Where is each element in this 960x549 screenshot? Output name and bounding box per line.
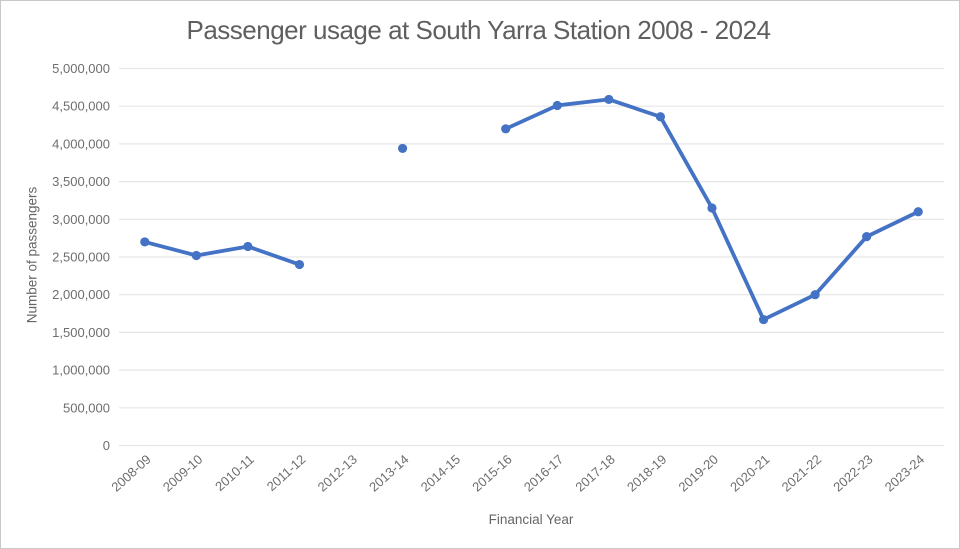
- x-tick-label: 2021-22: [779, 452, 824, 495]
- data-point: [243, 241, 253, 252]
- data-point: [655, 112, 666, 122]
- data-line: [142, 240, 302, 267]
- x-tick-label: 2012-13: [315, 452, 360, 495]
- x-tick-label: 2019-20: [675, 452, 720, 495]
- data-point: [810, 290, 820, 300]
- y-tick-label: 2,000,000: [52, 287, 110, 302]
- y-tick-label: 5,000,000: [52, 61, 110, 76]
- data-point: [294, 259, 305, 270]
- x-tick-label: 2018-19: [624, 452, 669, 495]
- x-tick-label: 2013-14: [366, 452, 411, 495]
- y-tick-label: 4,500,000: [52, 99, 110, 114]
- x-tick-label: 2008-09: [108, 452, 153, 495]
- y-tick-label: 3,500,000: [52, 174, 110, 189]
- y-tick-label: 0: [103, 438, 110, 453]
- x-tick-label: 2020-21: [727, 452, 772, 495]
- data-point: [397, 143, 408, 154]
- y-tick-label: 3,000,000: [52, 212, 110, 227]
- data-point: [604, 94, 614, 105]
- data-point: [913, 207, 923, 217]
- x-axis-title: Financial Year: [488, 512, 574, 527]
- x-tick-label: 2009-10: [160, 452, 205, 495]
- y-tick-label: 1,500,000: [52, 325, 110, 340]
- data-point: [191, 250, 201, 261]
- x-tick-label: 2017-18: [572, 452, 617, 495]
- x-tick-label: 2011-12: [264, 452, 309, 494]
- data-point: [862, 232, 872, 242]
- x-tick-label: 2015-16: [469, 452, 514, 495]
- x-tick-label: 2014-15: [418, 452, 463, 495]
- y-tick-label: 2,500,000: [52, 250, 110, 265]
- y-tick-label: 1,000,000: [52, 363, 110, 378]
- data-point: [140, 237, 150, 247]
- chart-title: Passenger usage at South Yarra Station 2…: [186, 15, 771, 45]
- data-point: [552, 100, 562, 111]
- y-tick-label: 500,000: [63, 400, 110, 415]
- y-tick-label: 4,000,000: [52, 136, 110, 151]
- x-tick-label: 2010-11: [212, 452, 257, 494]
- data-point: [707, 203, 717, 213]
- x-tick-label: 2023-24: [882, 452, 927, 495]
- x-tick-label: 2016-17: [521, 452, 566, 495]
- data-point: [758, 314, 769, 325]
- x-tick-label: 2022-23: [830, 452, 875, 495]
- data-point: [501, 124, 511, 134]
